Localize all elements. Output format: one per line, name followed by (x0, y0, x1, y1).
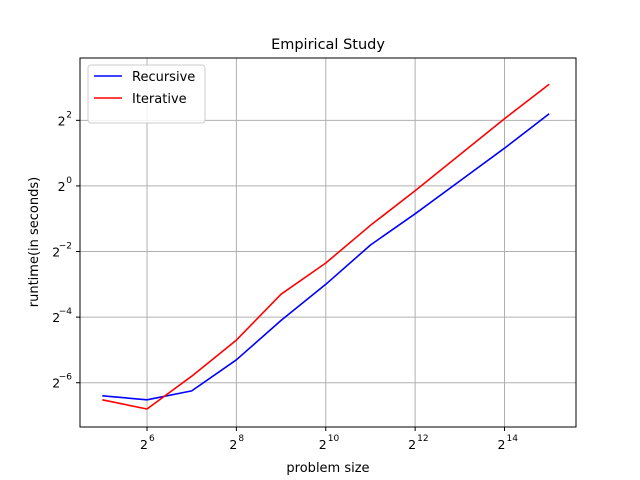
y-tick-label: 2 (58, 179, 66, 194)
y-tick-exponent: −2 (59, 242, 72, 252)
legend-label: Recursive (132, 70, 195, 85)
legend: Recursive Iterative (87, 64, 206, 124)
legend-label: Iterative (132, 92, 187, 107)
x-tick-exponent: 14 (507, 434, 519, 444)
x-tick-label: 2 (229, 437, 237, 452)
y-tick-label: 2 (58, 113, 66, 128)
y-axis-label: runtime(in seconds) (27, 177, 42, 307)
series-layer (102, 83, 550, 410)
plot-area-frame (79, 57, 577, 428)
legend-box (87, 64, 206, 124)
y-tick-label: 2 (52, 310, 60, 325)
x-axis-label: problem size (286, 461, 369, 476)
y-tick-label: 2 (52, 245, 60, 260)
y-tick-label: 2 (52, 376, 60, 391)
y-tick-exponent: −6 (59, 373, 73, 383)
x-tick-exponent: 6 (149, 434, 155, 444)
series-line-iterative (102, 83, 550, 410)
x-tick-exponent: 8 (238, 434, 244, 444)
x-tick-label: 2 (140, 437, 148, 452)
series-line-recursive (102, 113, 550, 401)
y-tick-exponent: 2 (66, 110, 72, 120)
x-axis: 2 6 2 8 2 10 2 12 2 14 (140, 427, 518, 452)
y-tick-exponent: 0 (66, 176, 72, 186)
x-tick-label: 2 (408, 437, 416, 452)
y-tick-exponent: −4 (59, 307, 73, 317)
x-tick-label: 2 (319, 437, 327, 452)
x-tick-exponent: 12 (417, 434, 428, 444)
chart-title: Empirical Study (271, 37, 385, 53)
x-tick-exponent: 10 (328, 434, 340, 444)
x-tick-label: 2 (498, 437, 506, 452)
